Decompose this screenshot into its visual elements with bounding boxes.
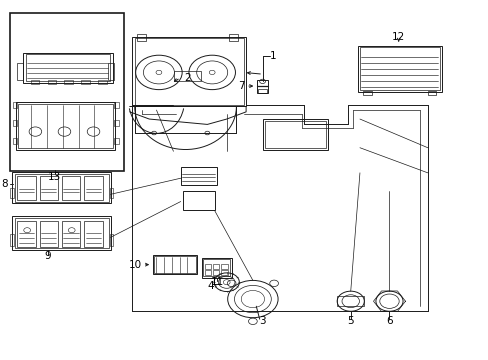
Bar [137, 35, 145, 41]
Bar [23, 53, 113, 83]
Bar [64, 80, 73, 84]
Bar [10, 188, 14, 198]
Bar [213, 270, 219, 275]
Bar [81, 80, 90, 84]
Bar [19, 104, 113, 148]
Bar [203, 259, 229, 276]
Bar [263, 119, 328, 149]
Bar [40, 221, 58, 247]
Text: 2: 2 [184, 73, 191, 83]
Bar [62, 221, 81, 247]
Text: 11: 11 [210, 277, 223, 287]
Text: 7: 7 [238, 81, 244, 91]
Bar [40, 176, 58, 200]
Bar [26, 54, 110, 81]
Bar [154, 256, 195, 273]
Bar [221, 270, 227, 275]
Bar [12, 172, 111, 203]
Text: 6: 6 [386, 316, 392, 325]
Bar [10, 13, 123, 171]
Bar [108, 63, 114, 80]
Bar [183, 191, 214, 211]
Bar [357, 45, 441, 92]
Text: 12: 12 [391, 32, 405, 41]
Bar [114, 102, 119, 108]
Bar [114, 138, 119, 144]
Text: 13: 13 [48, 172, 61, 182]
Bar [98, 80, 107, 84]
Bar [201, 258, 231, 278]
Bar [109, 188, 113, 198]
Bar [359, 47, 439, 90]
Bar [13, 120, 18, 126]
Bar [265, 121, 325, 148]
Bar [181, 167, 217, 185]
Bar [15, 218, 109, 248]
Text: 3: 3 [259, 316, 265, 325]
Bar [18, 176, 36, 200]
Bar [12, 216, 111, 250]
Bar [229, 35, 237, 41]
Bar [204, 264, 211, 269]
Bar [62, 176, 81, 200]
Bar [109, 234, 113, 246]
Bar [13, 138, 18, 144]
Bar [174, 71, 201, 81]
Bar [114, 120, 119, 126]
Bar [18, 63, 23, 80]
Bar [13, 102, 18, 108]
Bar [15, 174, 109, 202]
Bar [16, 102, 115, 150]
Text: 10: 10 [128, 260, 142, 270]
Text: 8: 8 [1, 179, 8, 189]
Text: 9: 9 [44, 251, 51, 261]
Bar [84, 221, 102, 247]
Bar [134, 39, 243, 105]
Text: 1: 1 [269, 51, 276, 61]
Bar [213, 264, 219, 269]
Text: 5: 5 [346, 316, 353, 325]
Bar [363, 91, 371, 95]
Bar [257, 80, 267, 93]
Bar [47, 80, 56, 84]
Bar [18, 221, 36, 247]
Bar [337, 296, 364, 306]
Bar [30, 80, 39, 84]
Bar [257, 89, 267, 93]
Bar [152, 255, 197, 274]
Bar [221, 264, 227, 269]
Bar [84, 176, 102, 200]
Text: 4: 4 [207, 281, 214, 291]
Bar [427, 91, 436, 95]
Bar [10, 234, 14, 246]
Bar [132, 37, 245, 107]
Bar [204, 270, 211, 275]
